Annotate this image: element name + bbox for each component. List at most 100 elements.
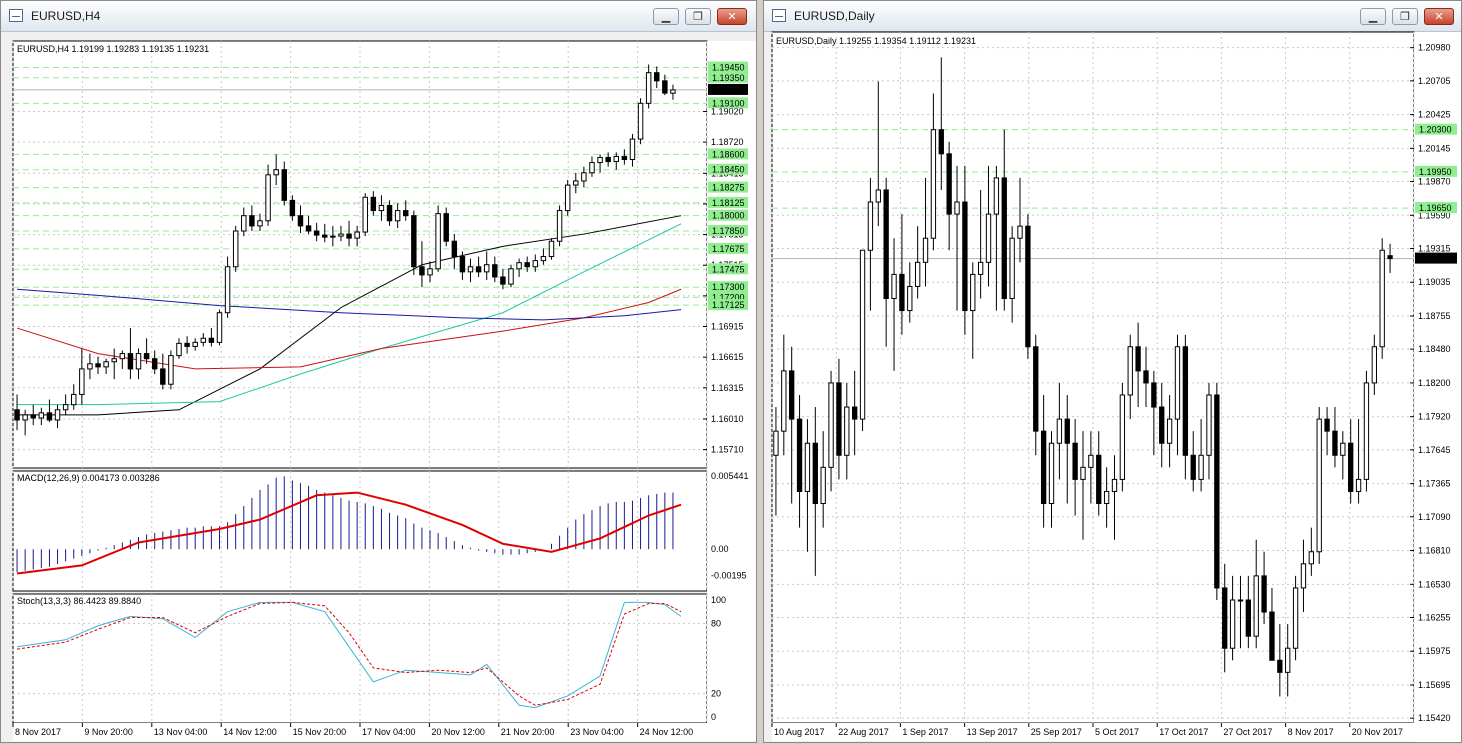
bear-candle — [127, 353, 134, 370]
bull-candle — [38, 412, 45, 419]
bull-candle — [1056, 418, 1063, 444]
price-tick-label: 1.19035 — [1418, 277, 1451, 287]
level-price-label: 1.17125 — [712, 300, 745, 310]
bull-candle — [1308, 551, 1314, 565]
level-price-tag — [708, 263, 748, 275]
bull-candle — [564, 184, 571, 212]
bull-candle — [993, 177, 1000, 215]
price-tick-label: 1.18755 — [1418, 311, 1451, 321]
bull-candle — [1080, 466, 1086, 480]
bear-candle — [289, 199, 296, 217]
bull-candle — [1088, 454, 1094, 468]
level-price-tag — [1415, 123, 1457, 135]
level-price-label: 1.17300 — [712, 282, 745, 292]
bull-candle — [216, 312, 223, 343]
bear-candle — [836, 382, 842, 456]
bear-candle — [621, 155, 628, 160]
bear-candle — [796, 418, 803, 492]
current-price-tag — [1415, 252, 1457, 264]
daily-chart-window[interactable]: EURUSD,Daily ▁ ❐ ✕ EURUSD,Daily 1.19255 … — [763, 0, 1462, 743]
bull-candle — [914, 261, 921, 287]
bull-candle — [891, 273, 897, 300]
bull-candle — [1237, 599, 1244, 602]
bull-candle — [1292, 587, 1299, 649]
level-price-label: 1.17200 — [712, 292, 745, 302]
bull-candle — [232, 230, 239, 268]
level-price-label: 1.19450 — [712, 63, 745, 73]
bear-candle — [654, 72, 660, 82]
bull-candle — [483, 264, 490, 273]
restore-button[interactable]: ❐ — [1392, 8, 1418, 25]
price-tick-label: 1.17920 — [1418, 412, 1451, 422]
level-price-tag — [1415, 202, 1457, 214]
price-tick-label: 1.15695 — [1418, 680, 1451, 690]
bear-candle — [14, 409, 20, 421]
price-tick-label: 1.17645 — [1418, 445, 1451, 455]
bull-candle — [338, 233, 344, 237]
bear-candle — [1387, 255, 1393, 260]
bull-candle — [781, 370, 787, 432]
level-price-label: 1.18600 — [712, 149, 745, 159]
stochastic-main-line — [16, 601, 682, 709]
bear-candle — [1348, 442, 1354, 492]
bull-candle — [1379, 249, 1385, 348]
bull-candle — [176, 342, 182, 357]
h4-chart-canvas[interactable]: EURUSD,H4 1.19199 1.19283 1.19135 1.1923… — [1, 1, 758, 744]
level-price-tag — [708, 163, 748, 175]
daily-window-title: EURUSD,Daily — [794, 9, 875, 23]
bull-candle — [273, 169, 279, 176]
price-tick-label: 1.19870 — [1418, 177, 1451, 187]
moving-average-blue — [17, 288, 682, 321]
bear-candle — [852, 406, 858, 420]
h4-symbol-info: EURUSD,H4 1.19199 1.19283 1.19135 1.1923… — [17, 44, 209, 54]
bull-candle — [54, 409, 61, 421]
level-price-label: 1.18450 — [712, 165, 745, 175]
bear-candle — [1033, 346, 1039, 432]
h4-title-bar[interactable]: EURUSD,H4 ▁ ❐ ✕ — [1, 1, 756, 32]
level-price-label: 1.19350 — [712, 73, 745, 83]
level-price-tag — [708, 71, 748, 83]
bear-candle — [1190, 454, 1196, 480]
price-tick-label: 1.19315 — [1418, 243, 1451, 253]
h4-chart-window[interactable]: EURUSD,H4 ▁ ❐ ✕ EURUSD,H4 1.19199 1.1928… — [0, 0, 757, 743]
bear-candle — [1182, 346, 1189, 456]
bull-candle — [508, 268, 514, 285]
price-tick-label: 1.16010 — [711, 414, 744, 424]
price-tick-label: 1.19020 — [711, 106, 744, 116]
bull-candle — [1300, 563, 1307, 589]
bull-candle — [1127, 346, 1133, 396]
bear-candle — [451, 240, 458, 258]
daily-chart-canvas[interactable]: EURUSD,Daily 1.19255 1.19354 1.19112 1.1… — [764, 1, 1462, 744]
price-tick-label: 1.17090 — [1418, 512, 1451, 522]
bear-candle — [143, 353, 150, 360]
bear-candle — [605, 156, 611, 163]
bear-candle — [1277, 659, 1283, 673]
bear-candle — [1214, 394, 1220, 589]
bull-candle — [22, 414, 28, 421]
bull-candle — [362, 196, 368, 233]
moving-average-teal — [17, 223, 682, 406]
bull-candle — [394, 210, 401, 222]
close-button[interactable]: ✕ — [717, 8, 747, 25]
bull-candle — [532, 260, 539, 268]
bull-candle — [1166, 418, 1173, 444]
bull-candle — [435, 213, 441, 270]
price-tick-label: 1.20425 — [1418, 110, 1451, 120]
level-price-label: 1.19650 — [1419, 203, 1452, 213]
daily-title-bar[interactable]: EURUSD,Daily ▁ ❐ ✕ — [764, 1, 1461, 32]
restore-button[interactable]: ❐ — [685, 8, 711, 25]
minimize-button[interactable]: ▁ — [1360, 8, 1386, 25]
price-tick-label: 1.16915 — [711, 322, 744, 332]
bear-candle — [281, 169, 287, 201]
current-price-label: 1.19231 — [712, 85, 745, 95]
bear-candle — [946, 153, 952, 215]
price-tick-label: 1.16255 — [1418, 612, 1451, 622]
bear-candle — [1143, 370, 1149, 384]
level-price-label: 1.19100 — [712, 98, 745, 108]
level-price-label: 1.17475 — [712, 264, 745, 274]
price-axis-strip — [1414, 32, 1461, 742]
bear-candle — [1135, 346, 1141, 372]
minimize-button[interactable]: ▁ — [653, 8, 679, 25]
close-button[interactable]: ✕ — [1424, 8, 1454, 25]
time-tick-label: 15 Nov 20:00 — [293, 727, 347, 737]
